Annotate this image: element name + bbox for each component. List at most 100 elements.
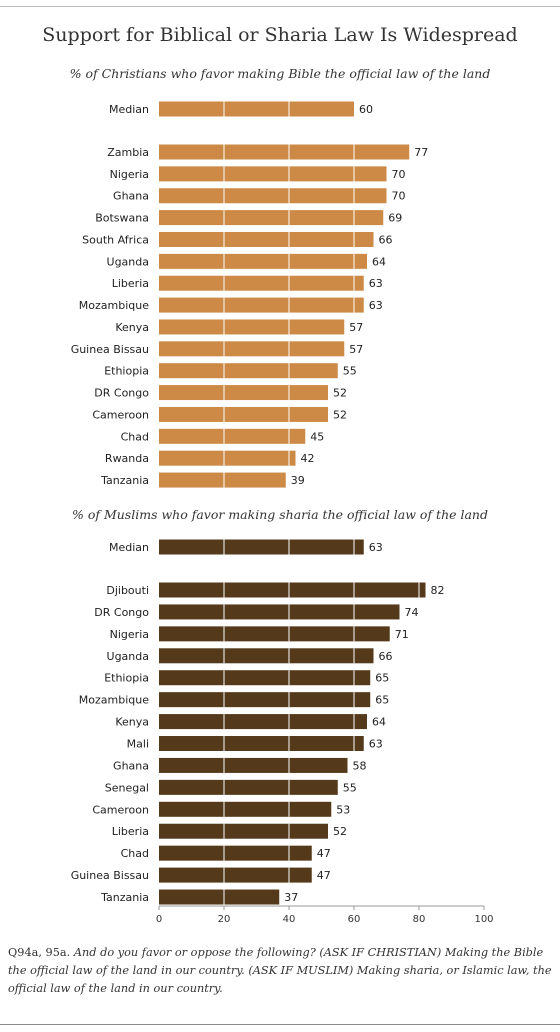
christian-category-label: Nigeria	[110, 168, 149, 181]
christian-data-label: 42	[301, 452, 315, 465]
muslim-bar	[159, 582, 426, 598]
christian-bar	[159, 472, 286, 488]
christian-median-bar	[159, 101, 354, 117]
muslim-median-bar	[159, 539, 364, 555]
christian-data-label: 70	[392, 168, 406, 181]
christian-data-label: 70	[392, 190, 406, 203]
christian-bar	[159, 231, 374, 247]
christian-data-label: 45	[310, 430, 324, 443]
christian-category-label: Rwanda	[105, 452, 149, 465]
muslim-bar	[159, 604, 400, 620]
christian-bar	[159, 341, 345, 357]
christian-data-label: 77	[414, 146, 428, 159]
muslim-median-category-label: Median	[109, 541, 149, 554]
christian-bar	[159, 385, 328, 401]
christian-bar	[159, 253, 367, 269]
christian-category-label: Kenya	[115, 321, 149, 334]
muslim-data-label: 47	[317, 847, 331, 860]
christian-category-label: Guinea Bissau	[71, 343, 149, 356]
muslim-median-data-label: 63	[369, 541, 383, 554]
christian-median-category-label: Median	[109, 103, 149, 116]
christian-data-label: 66	[379, 233, 393, 246]
muslim-data-label: 53	[336, 803, 350, 816]
x-axis-tick-label: 40	[283, 914, 296, 925]
muslim-category-label: Nigeria	[110, 628, 149, 641]
muslim-category-label: DR Congo	[94, 606, 149, 619]
christian-category-label: South Africa	[82, 233, 149, 246]
christian-data-label: 52	[333, 387, 347, 400]
christian-data-label: 57	[349, 321, 363, 334]
christian-category-label: Liberia	[112, 277, 149, 290]
muslim-bar	[159, 845, 312, 861]
muslim-bar	[159, 889, 280, 905]
muslim-category-label: Djibouti	[106, 584, 149, 597]
christian-bar	[159, 428, 306, 444]
muslim-category-label: Guinea Bissau	[71, 869, 149, 882]
muslim-category-label: Mali	[127, 738, 149, 751]
christian-category-label: DR Congo	[94, 387, 149, 400]
christian-category-label: Tanzania	[100, 474, 149, 487]
christian-category-label: Chad	[121, 430, 149, 443]
muslim-data-label: 66	[379, 650, 393, 663]
christian-data-label: 63	[369, 299, 383, 312]
footnote-code: Q94a, 95a.	[8, 946, 71, 959]
bottom-rule	[0, 1024, 560, 1025]
christian-bar	[159, 363, 338, 379]
muslim-category-label: Kenya	[115, 716, 149, 729]
christian-data-label: 39	[291, 474, 305, 487]
muslim-category-label: Tanzania	[100, 891, 149, 904]
christian-category-label: Botswana	[95, 212, 149, 225]
muslim-category-label: Uganda	[107, 650, 149, 663]
muslim-data-label: 65	[375, 694, 389, 707]
muslim-data-label: 63	[369, 738, 383, 751]
muslim-data-label: 52	[333, 825, 347, 838]
muslim-bar	[159, 779, 338, 795]
muslim-bar	[159, 626, 390, 642]
x-axis-tick-label: 0	[156, 914, 162, 925]
christian-bar	[159, 166, 387, 182]
christian-category-label: Zambia	[107, 146, 149, 159]
muslim-data-label: 37	[284, 891, 298, 904]
bar-charts: Median 60 Zambia 77 Nigeria 70 Ghana 70 Botswana…	[71, 101, 494, 925]
muslim-category-label: Ghana	[113, 759, 149, 772]
christian-category-label: Uganda	[107, 255, 149, 268]
christian-bar	[159, 188, 387, 204]
christian-bar	[159, 319, 345, 335]
christian-chart-subtitle: % of Christians who favor making Bible t…	[69, 66, 491, 81]
muslim-category-label: Cameroon	[92, 803, 149, 816]
muslim-data-label: 71	[395, 628, 409, 641]
muslim-category-label: Liberia	[112, 825, 149, 838]
christian-data-label: 55	[343, 365, 357, 378]
muslim-bar	[159, 648, 374, 664]
christian-category-label: Mozambique	[79, 299, 149, 312]
muslim-data-label: 47	[317, 869, 331, 882]
muslim-bar	[159, 736, 364, 752]
christian-category-label: Cameroon	[92, 408, 149, 421]
christian-bar	[159, 297, 364, 313]
christian-data-label: 69	[388, 212, 402, 225]
christian-bar	[159, 450, 296, 466]
christian-median-data-label: 60	[359, 103, 373, 116]
muslim-data-label: 64	[372, 716, 386, 729]
x-axis-tick-label: 60	[348, 914, 361, 925]
christian-data-label: 52	[333, 408, 347, 421]
muslim-data-label: 82	[431, 584, 445, 597]
top-rule	[0, 6, 560, 7]
muslim-data-label: 58	[353, 759, 367, 772]
muslim-chart-subtitle: % of Muslims who favor making sharia the…	[71, 507, 488, 522]
muslim-bar	[159, 692, 371, 708]
muslim-category-label: Mozambique	[79, 694, 149, 707]
muslim-data-label: 65	[375, 672, 389, 685]
footnote: Q94a, 95a. And do you favor or oppose th…	[8, 944, 552, 998]
x-axis-tick-label: 100	[474, 914, 493, 925]
muslim-category-label: Chad	[121, 847, 149, 860]
footnote-text: And do you favor or oppose the following…	[8, 946, 552, 995]
christian-bar	[159, 406, 328, 422]
christian-bar	[159, 144, 410, 160]
christian-bar	[159, 275, 364, 291]
muslim-bar	[159, 757, 348, 773]
muslim-category-label: Ethiopia	[104, 672, 149, 685]
muslim-bar	[159, 867, 312, 883]
muslim-data-label: 55	[343, 781, 357, 794]
